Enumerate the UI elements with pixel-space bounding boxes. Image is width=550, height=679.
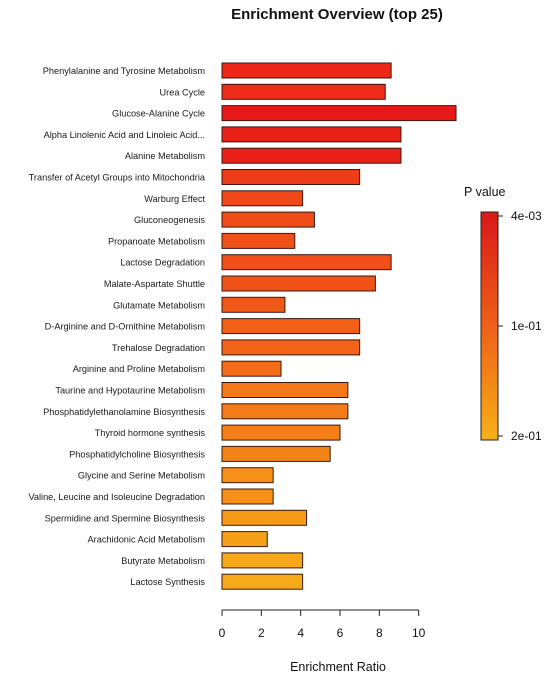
bar [221, 296, 286, 313]
legend-title: P value [464, 185, 506, 199]
category-label: Phosphatidylethanolamine Biosynthesis [43, 407, 205, 417]
bar [221, 382, 349, 398]
category-label: Glycine and Serine Metabolism [78, 471, 206, 481]
bar [221, 573, 304, 590]
category-label: Malate-Aspartate Shuttle [104, 279, 205, 289]
legend-tick-label: 1e-01 [511, 319, 542, 333]
category-label: Glutamate Metabolism [113, 300, 205, 310]
category-label: Glucose-Alanine Cycle [112, 109, 205, 119]
bar [221, 254, 392, 271]
bar [221, 126, 402, 143]
category-label: Phosphatidylcholine Biosynthesis [69, 449, 205, 459]
category-label: Arginine and Proline Metabolism [73, 364, 206, 374]
category-label: Valine, Leucine and Isoleucine Degradati… [28, 492, 205, 502]
bar [221, 232, 296, 249]
x-tick-label: 0 [219, 626, 226, 640]
x-tick-label: 2 [258, 626, 265, 640]
bar [221, 190, 304, 207]
bar [221, 318, 361, 335]
bar [221, 509, 308, 526]
bar [221, 424, 341, 441]
bar [221, 531, 268, 548]
bar [221, 445, 331, 462]
x-tick-label: 8 [376, 626, 383, 640]
bar [221, 552, 304, 569]
x-axis-title: Enrichment Ratio [290, 660, 386, 674]
category-label: Thyroid hormone synthesis [95, 428, 206, 438]
chart-title: Enrichment Overview (top 25) [231, 6, 443, 23]
bar [221, 360, 282, 377]
category-label: Lactose Synthesis [130, 577, 205, 587]
legend-colorbar [480, 211, 499, 441]
category-label: Butyrate Metabolism [121, 556, 205, 566]
category-label: Urea Cycle [160, 87, 205, 97]
bar [221, 275, 376, 292]
x-tick-label: 4 [297, 626, 304, 640]
legend-tick-label: 2e-01 [511, 429, 542, 443]
category-label: Gluconeogenesis [134, 215, 205, 225]
bar [221, 467, 274, 484]
category-label: Arachidonic Acid Metabolism [88, 535, 206, 545]
legend-tick-label: 4e-03 [511, 209, 542, 223]
category-label: Phenylalanine and Tyrosine Metabolism [43, 66, 206, 76]
category-label: Transfer of Acetyl Groups into Mitochond… [29, 173, 206, 183]
category-label: Alpha Linolenic Acid and Linoleic Acid..… [44, 130, 205, 140]
category-label: Lactose Degradation [120, 258, 205, 268]
bar [221, 147, 402, 164]
category-label: Trehalose Degradation [112, 343, 205, 353]
x-tick-label: 6 [337, 626, 344, 640]
category-label: Spermidine and Spermine Biosynthesis [45, 513, 206, 523]
bar [221, 488, 274, 505]
bar [221, 403, 349, 420]
category-label: D-Arginine and D-Ornithine Metabolism [45, 322, 206, 332]
category-label: Propanoate Metabolism [108, 236, 205, 246]
category-label: Warburg Effect [144, 194, 205, 204]
category-label: Alanine Metabolism [125, 151, 206, 161]
bar [221, 62, 392, 79]
x-tick-label: 10 [412, 626, 426, 640]
bar [221, 339, 361, 356]
bar [221, 105, 457, 122]
category-label: Taurine and Hypotaurine Metabolism [55, 386, 205, 396]
bar [221, 83, 386, 100]
bar [221, 211, 315, 228]
bar [221, 169, 361, 185]
